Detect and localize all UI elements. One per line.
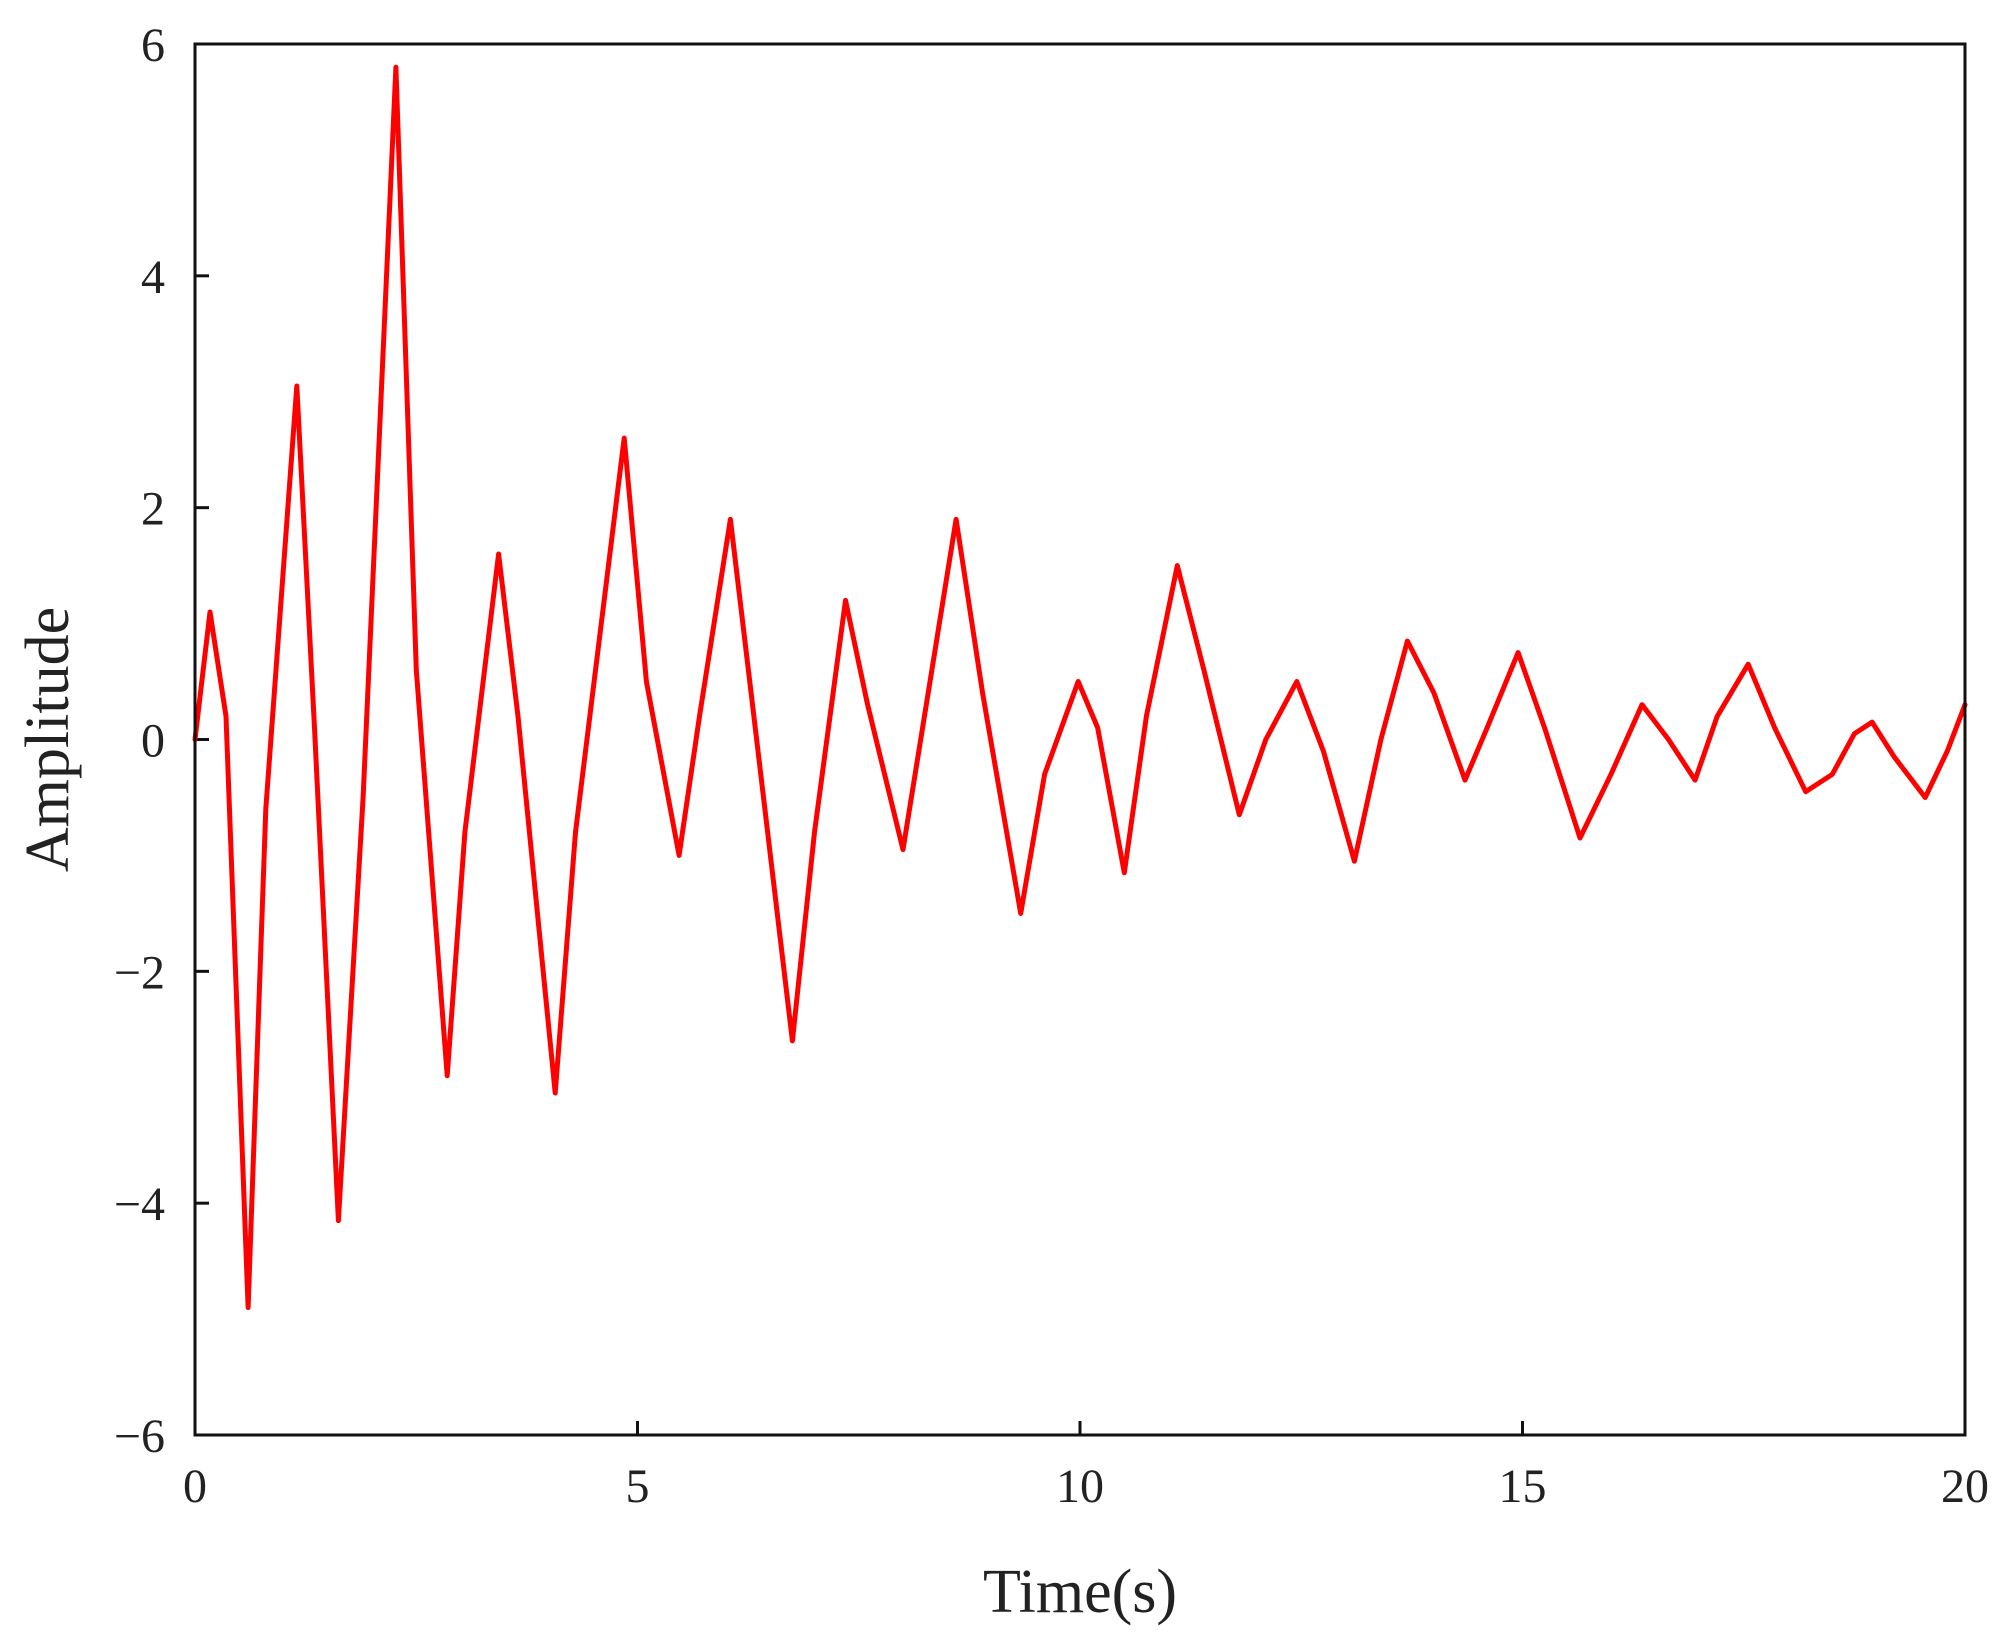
series-layer — [192, 64, 1968, 1310]
x-axis-title: Time(s) — [983, 1558, 1177, 1626]
y-tick-label: −2 — [114, 946, 165, 999]
x-tick-label: 0 — [183, 1460, 207, 1513]
y-axis-title: Amplitude — [14, 607, 82, 872]
y-tick-label: 6 — [141, 19, 165, 72]
series-line — [192, 64, 1968, 1310]
plot-frame — [193, 42, 1967, 1437]
y-tick-label: 4 — [141, 251, 165, 304]
y-tick-label: 2 — [141, 483, 165, 536]
x-tick-label: 15 — [1499, 1460, 1547, 1513]
y-tick-label: −4 — [114, 1178, 165, 1231]
ticks-layer — [193, 42, 1967, 1437]
x-tick-label: 20 — [1941, 1460, 1989, 1513]
y-tick-label: 0 — [141, 715, 165, 768]
x-tick-label: 5 — [626, 1460, 650, 1513]
y-tick-label: −6 — [114, 1410, 165, 1463]
labels-layer: 0 5 10 15 20 −6 −4 −2 0 2 4 6 — [114, 19, 1989, 1513]
x-tick-label: 10 — [1056, 1460, 1104, 1513]
